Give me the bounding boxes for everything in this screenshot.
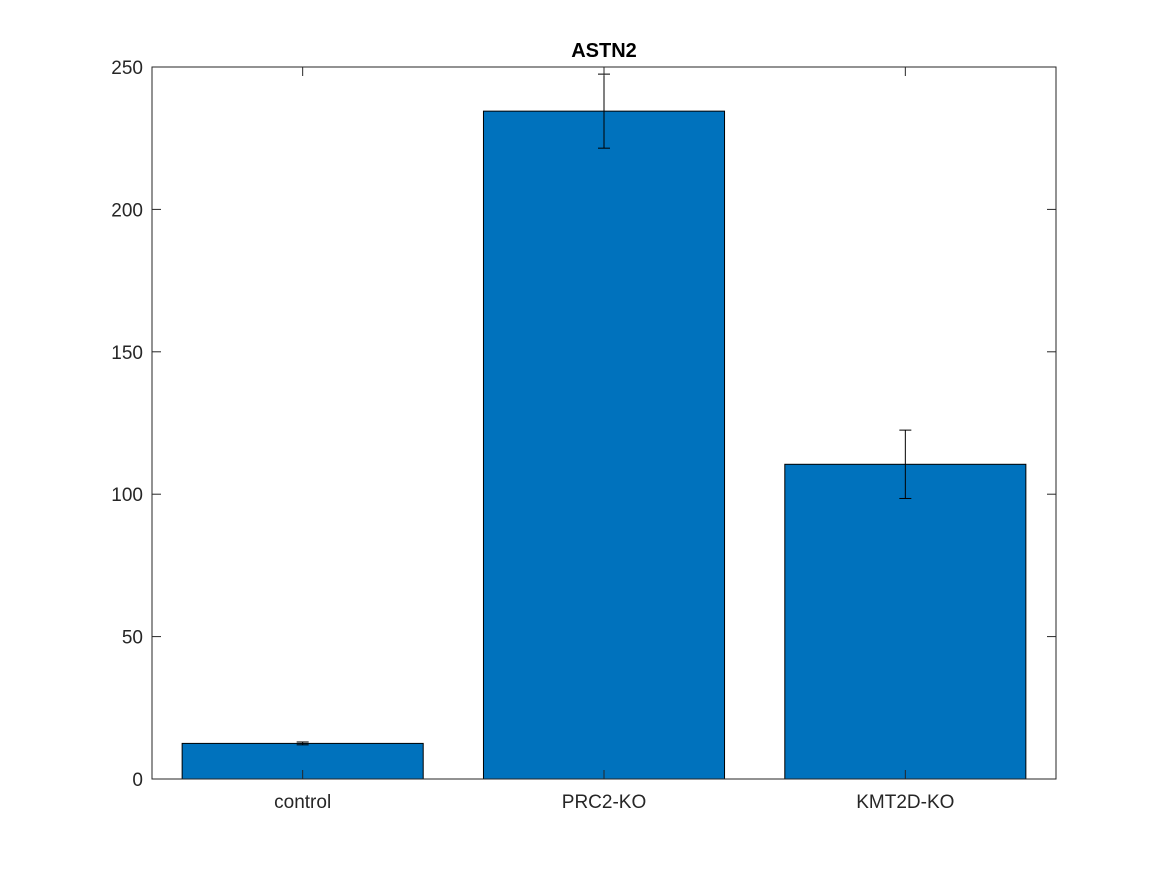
y-tick-label: 0 [132,770,143,791]
x-tick-label: PRC2-KO [562,792,646,813]
errorbar-group [296,73,912,746]
bar-group [181,110,1027,780]
x-axis-ticks: control PRC2-KO KMT2D-KO [274,67,954,813]
bar-PRC2-KO [482,110,726,780]
y-tick-label: 50 [122,628,143,649]
x-tick-label: control [274,792,331,813]
chart-title: ASTN2 [571,40,637,62]
errorbar-KMT2D-KO [899,429,912,499]
x-tick-label: KMT2D-KO [856,792,954,813]
y-tick-label: 150 [111,343,143,364]
y-axis-ticks: 0 50 100 150 200 250 [111,58,1056,791]
bar-KMT2D-KO [784,463,1027,780]
y-tick-label: 100 [111,485,143,506]
y-tick-label: 250 [111,58,143,79]
y-tick-label: 200 [111,200,143,221]
errorbar-control [296,741,309,746]
